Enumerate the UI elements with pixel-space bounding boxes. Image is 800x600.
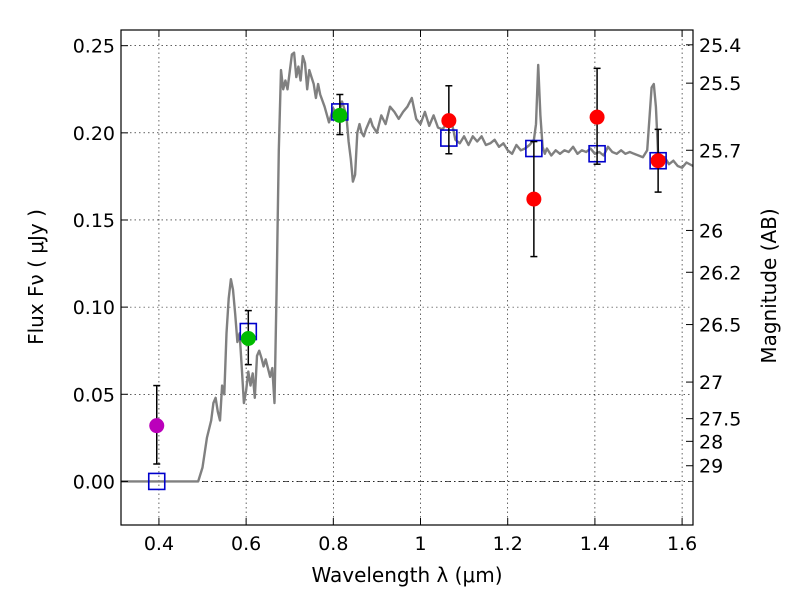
model-sed-line xyxy=(121,51,694,483)
model-photometry-square xyxy=(147,472,166,491)
observed-point xyxy=(240,331,256,347)
y-tick-label: 0.20 xyxy=(73,123,115,145)
right-tick-label: 25.4 xyxy=(699,35,741,57)
x-tick-label: 1.2 xyxy=(493,533,523,555)
y-tick-label: 0.25 xyxy=(73,36,115,58)
observed-point xyxy=(650,153,666,169)
right-tick-label: 27.5 xyxy=(699,409,741,431)
x-axis-label: Wavelength λ (μm) xyxy=(311,563,502,587)
x-tick-label: 1 xyxy=(414,533,426,555)
observed-point xyxy=(332,107,348,123)
y-tick-label: 0.00 xyxy=(73,471,115,493)
x-tick-label: 0.4 xyxy=(144,533,174,555)
right-tick-label: 27 xyxy=(699,372,723,394)
ticks xyxy=(121,30,693,525)
model-sed-layer xyxy=(121,51,694,483)
observed-points-layer xyxy=(149,107,666,434)
x-tick-label: 0.8 xyxy=(318,533,348,555)
right-tick-label: 29 xyxy=(699,456,723,478)
right-tick-label: 26 xyxy=(699,220,723,242)
plot-frame xyxy=(120,29,694,526)
tick-labels: 0.4 0.6 0.8 1 1.2 1.4 1.6 0.00 0.05 0.10 0.15 0.20 0… xyxy=(73,35,742,555)
y-tick-label: 0.15 xyxy=(73,210,115,232)
observed-point xyxy=(589,109,605,125)
right-tick-label: 26.5 xyxy=(699,315,741,337)
right-tick-label: 25.5 xyxy=(699,73,741,95)
right-tick-label: 26.2 xyxy=(699,262,741,284)
right-tick-label: 28 xyxy=(699,431,723,453)
y-axis-label: Flux Fν ( μJy ) xyxy=(24,209,48,345)
observed-point xyxy=(149,418,165,434)
y-tick-label: 0.05 xyxy=(73,384,115,406)
right-tick-label: 25.7 xyxy=(699,140,741,162)
observed-point xyxy=(441,113,457,129)
x-tick-label: 0.6 xyxy=(231,533,261,555)
y-axis-label-right: Magnitude (AB) xyxy=(757,208,781,363)
x-tick-label: 1.6 xyxy=(667,533,697,555)
grid xyxy=(121,30,693,525)
x-tick-label: 1.4 xyxy=(580,533,610,555)
observed-point xyxy=(526,191,542,207)
y-tick-label: 0.10 xyxy=(73,297,115,319)
